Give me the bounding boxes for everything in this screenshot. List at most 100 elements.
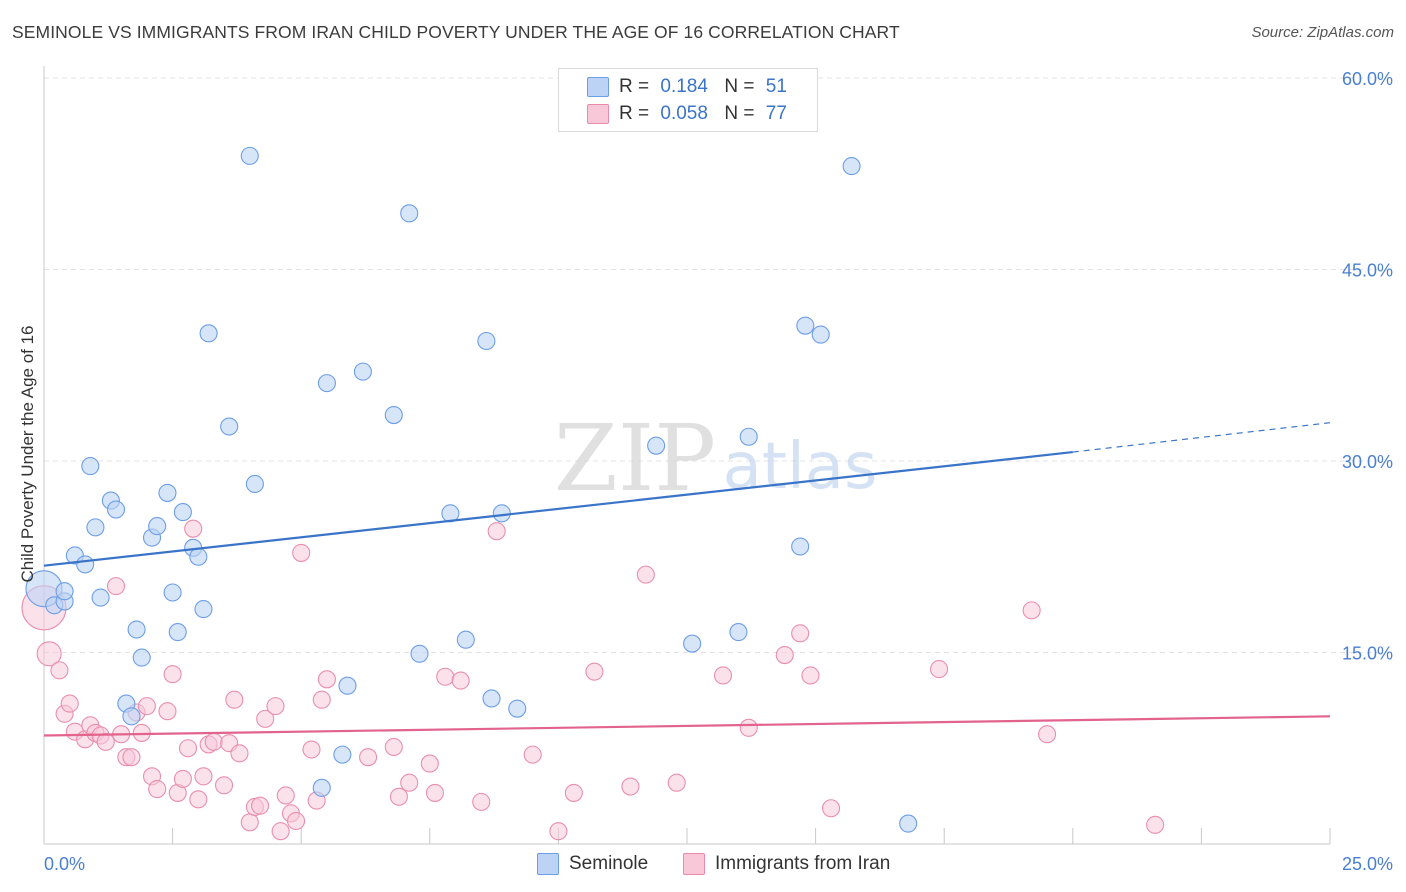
data-point-seminole [811,325,830,344]
data-point-iran [389,787,408,806]
chart-source: Source: ZipAtlas.com [1251,24,1394,41]
data-point-seminole [647,436,666,455]
data-point-iran [50,661,69,680]
x-tick-label: 0.0% [44,854,85,874]
data-point-seminole [194,600,213,619]
legend-r-value: 0.058 [660,103,708,124]
data-point-iran [148,780,167,799]
legend-n-label: N = [724,76,755,97]
x-tick-label: 25.0% [1342,854,1393,874]
data-point-iran [184,519,203,538]
legend-r-label: R = [619,103,650,124]
data-point-iran [158,702,177,721]
data-point-seminole [508,699,527,718]
data-point-iran [384,737,403,757]
data-point-iran [930,660,949,679]
trend-line-seminole-extension [1072,422,1331,453]
data-point-iran [487,522,506,541]
y-tick-label: 30.0% [1342,452,1393,472]
y-tick-label: 45.0% [1342,261,1393,281]
axes [43,66,1331,845]
legend: R = 0.184 N = 51 R = 0.058 N = 77 [558,68,818,132]
data-point-seminole [86,518,105,537]
data-point-seminole [220,417,239,436]
y-axis-label: Child Poverty Under the Age of 16 [18,325,37,583]
data-point-iran [636,565,655,584]
data-point-seminole [245,474,264,494]
data-point-seminole [317,374,336,393]
data-point-iran [36,641,62,667]
data-point-iran [1022,601,1041,620]
legend-n-label: N = [724,103,755,124]
data-point-seminole [168,623,187,642]
data-point-seminole [899,814,918,833]
data-point-iran [292,543,311,562]
data-point-seminole [338,676,357,695]
data-point-iran [523,745,542,764]
bottom-legend-swatch-seminole [537,853,559,875]
data-point-seminole [106,500,126,519]
legend-swatch-seminole [587,77,609,97]
data-point-iran [801,666,820,685]
data-point-iran [276,786,295,805]
data-point-iran [250,796,270,815]
data-point-iran [739,718,758,737]
bottom-legend-iran: Immigrants from Iran [683,852,890,876]
series-immigrants-from-iran [21,519,1165,841]
legend-swatch-iran [587,104,609,124]
data-point-seminole [158,483,177,502]
bottom-legend-label-seminole: Seminole [569,853,649,874]
data-point-seminole [55,582,74,601]
data-point-seminole [739,427,758,446]
data-point-iran [1038,725,1057,744]
data-point-seminole [312,778,331,797]
data-point-seminole [482,689,501,708]
bottom-legend-label-iran: Immigrants from Iran [715,853,891,874]
bottom-legend-swatch-iran [683,853,705,875]
bottom-legend-seminole: Seminole [537,852,648,876]
data-point-iran [173,769,192,788]
data-point-iran [189,790,208,809]
legend-r-label: R = [619,76,650,97]
y-tick-label: 15.0% [1342,644,1393,664]
data-point-seminole [127,620,146,639]
data-point-iran [214,776,234,795]
data-point-seminole [240,146,259,165]
data-point-iran [564,783,583,802]
trend-lines [43,422,1331,737]
data-point-iran [1146,815,1165,834]
data-point-iran [194,767,213,786]
data-point-iran [713,666,733,685]
data-point-seminole [842,157,861,176]
data-point-seminole [796,316,815,335]
chart-title: SEMINOLE VS IMMIGRANTS FROM IRAN CHILD P… [12,22,900,42]
data-point-iran [549,822,568,841]
data-point-seminole [791,537,810,556]
data-point-seminole [729,623,748,642]
data-point-seminole [163,583,182,602]
data-point-seminole [400,204,419,223]
data-point-seminole [148,517,167,536]
data-point-iran [106,577,126,596]
data-point-iran [400,773,419,792]
data-point-seminole [683,634,702,653]
data-point-seminole [410,644,429,663]
data-point-iran [287,811,306,831]
data-point-iran [60,694,79,713]
data-point-iran [230,744,249,763]
data-point-iran [312,690,331,709]
data-point-seminole [333,745,352,764]
data-point-iran [96,732,115,751]
data-point-seminole [132,648,151,667]
data-point-iran [791,624,810,643]
data-point-iran [302,740,321,759]
data-point-iran [225,690,244,709]
data-point-iran [821,799,841,818]
series-seminole [25,146,918,833]
data-point-seminole [199,324,218,343]
legend-row-iran: R = 0.058 N = 77 [587,103,787,125]
data-point-iran [137,697,156,716]
watermark-zip: ZIP [554,405,716,512]
data-point-iran [256,709,275,728]
data-point-iran [178,739,198,758]
